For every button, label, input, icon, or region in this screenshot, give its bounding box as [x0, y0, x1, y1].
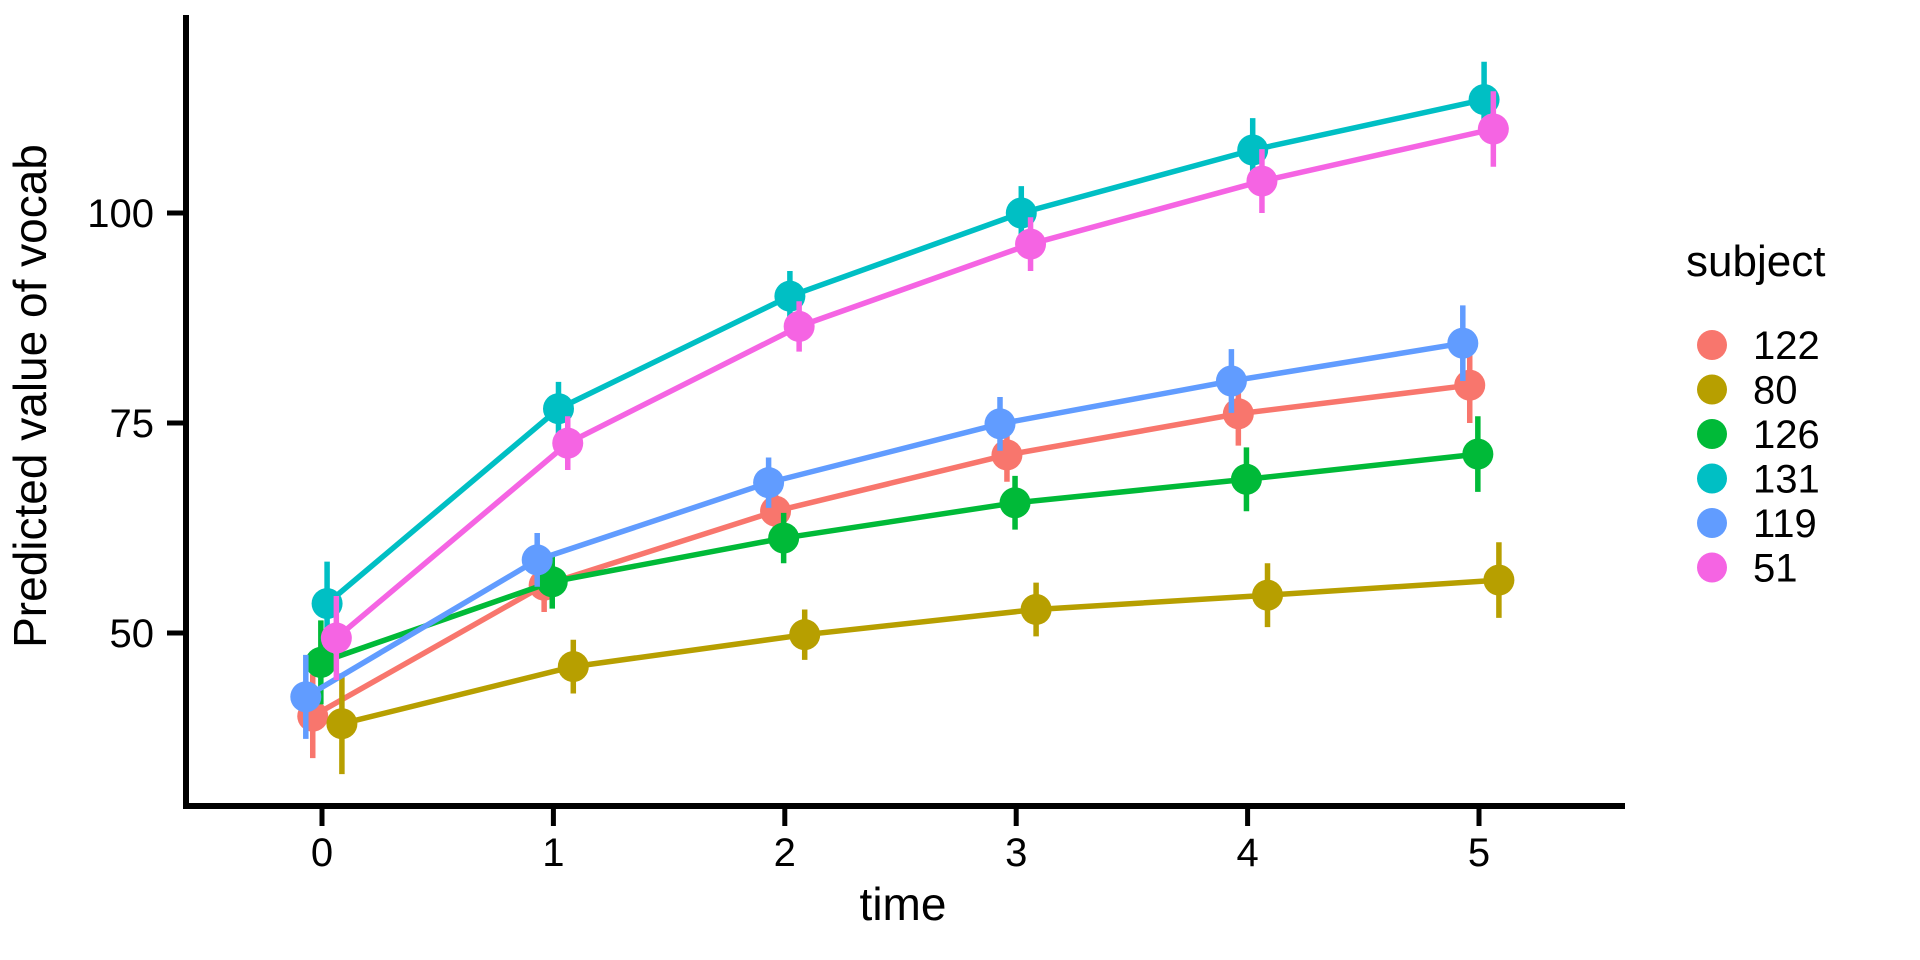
y-axis-title: Predicted value of vocab	[4, 144, 56, 648]
series-line-80	[341, 577, 1500, 727]
legend-label: 131	[1753, 458, 1820, 502]
data-point	[290, 681, 322, 713]
legend-entry-80: 80	[1697, 369, 1798, 413]
legend-swatch	[1697, 330, 1727, 360]
x-tick-label: 4	[1236, 831, 1258, 875]
series-126	[305, 416, 1494, 705]
data-point	[999, 487, 1031, 519]
data-point	[557, 651, 589, 683]
data-point	[984, 408, 1016, 440]
y-tick-label: 100	[87, 192, 154, 236]
legend-entry-119: 119	[1697, 502, 1817, 546]
legend-swatch	[1697, 508, 1727, 538]
legend-swatch	[1697, 419, 1727, 449]
y-tick-label: 75	[110, 402, 155, 446]
series-layer	[290, 61, 1515, 775]
data-point	[1215, 365, 1247, 397]
x-axis-title: time	[860, 878, 947, 930]
data-point	[320, 622, 352, 654]
legend-label: 126	[1753, 413, 1820, 457]
series-line-126	[319, 451, 1479, 665]
y-tick-label: 50	[110, 612, 155, 656]
legend-title: subject	[1686, 237, 1825, 286]
data-point	[760, 495, 792, 527]
data-point	[552, 427, 584, 459]
data-point	[1462, 438, 1494, 470]
data-point	[305, 646, 337, 678]
legend-label: 122	[1753, 324, 1820, 368]
data-point	[1230, 463, 1262, 495]
series-line-119	[304, 340, 1464, 700]
data-point	[521, 544, 553, 576]
data-point	[1454, 369, 1486, 401]
axes-layer: 50 75 100 0 1 2 3 4 5	[87, 15, 1625, 875]
data-point	[783, 310, 815, 342]
legend-swatch	[1697, 552, 1727, 583]
data-point	[1015, 228, 1047, 260]
data-point	[536, 566, 568, 598]
data-point	[753, 467, 785, 499]
legend-entry-122: 122	[1697, 324, 1820, 368]
data-point	[1477, 113, 1509, 145]
series-line-51	[334, 126, 1494, 641]
series-131	[311, 61, 1500, 646]
data-point	[1447, 327, 1479, 359]
series-119	[290, 305, 1479, 739]
series-line-122	[311, 382, 1471, 719]
data-point	[1252, 579, 1284, 611]
data-point	[789, 619, 821, 651]
x-tick-label: 0	[311, 831, 333, 875]
legend-swatch	[1697, 374, 1727, 405]
data-point	[1020, 593, 1052, 625]
data-point	[326, 708, 358, 740]
legend-label: 119	[1753, 502, 1817, 546]
x-tick-label: 5	[1468, 831, 1490, 875]
x-tick-label: 3	[1005, 831, 1027, 875]
legend-entry-51: 51	[1697, 547, 1798, 591]
legend-label: 80	[1753, 369, 1798, 413]
data-point	[991, 439, 1023, 471]
series-122	[297, 347, 1486, 759]
data-point	[768, 522, 800, 554]
legend-entry-126: 126	[1697, 413, 1820, 457]
legend-swatch	[1697, 463, 1727, 494]
series-51	[320, 91, 1509, 681]
legend-label: 51	[1753, 547, 1798, 591]
series-80	[326, 542, 1515, 775]
series-line-131	[325, 96, 1485, 606]
data-point	[1246, 165, 1278, 197]
x-tick-label: 2	[774, 831, 796, 875]
data-point	[1222, 398, 1254, 430]
data-point	[1483, 564, 1515, 596]
legend-entry-131: 131	[1697, 458, 1820, 502]
x-tick-label: 1	[542, 831, 564, 875]
